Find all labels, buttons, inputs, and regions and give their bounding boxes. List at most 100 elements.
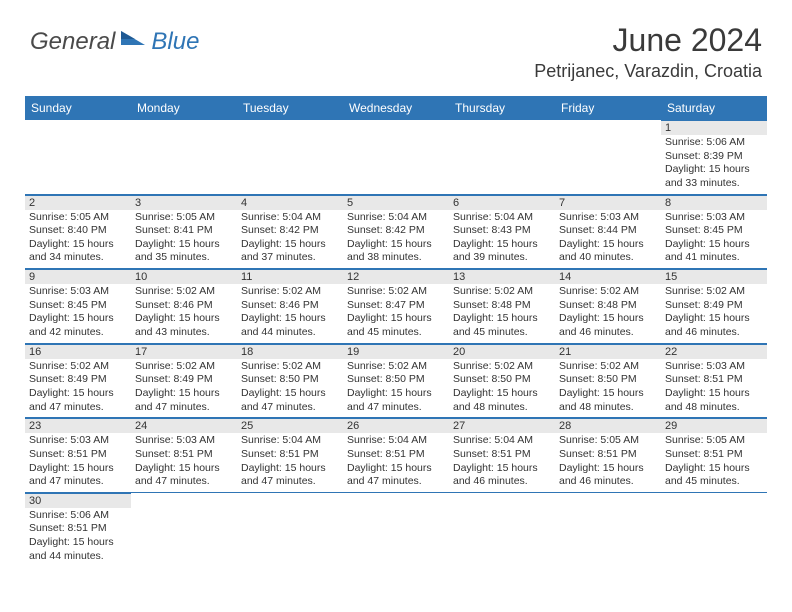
- calendar-cell: 18Sunrise: 5:02 AMSunset: 8:50 PMDayligh…: [237, 343, 343, 418]
- calendar-cell: [131, 120, 237, 194]
- day-number: 20: [449, 344, 555, 359]
- flag-icon: [121, 27, 149, 52]
- day-number: 26: [343, 418, 449, 433]
- day-header: Monday: [131, 96, 237, 120]
- day-info: Sunrise: 5:02 AMSunset: 8:49 PMDaylight:…: [25, 359, 131, 418]
- calendar-cell: [343, 492, 449, 566]
- calendar-week: 1Sunrise: 5:06 AMSunset: 8:39 PMDaylight…: [25, 120, 767, 194]
- day-info: Sunrise: 5:02 AMSunset: 8:48 PMDaylight:…: [449, 284, 555, 343]
- day-number: 28: [555, 418, 661, 433]
- calendar-cell: 23Sunrise: 5:03 AMSunset: 8:51 PMDayligh…: [25, 418, 131, 493]
- logo-text-blue: Blue: [151, 28, 199, 56]
- calendar-cell: 27Sunrise: 5:04 AMSunset: 8:51 PMDayligh…: [449, 418, 555, 493]
- day-number: 1: [661, 120, 767, 135]
- logo: General Blue: [30, 28, 199, 56]
- day-number: 22: [661, 344, 767, 359]
- calendar-cell: 17Sunrise: 5:02 AMSunset: 8:49 PMDayligh…: [131, 343, 237, 418]
- day-info: Sunrise: 5:04 AMSunset: 8:42 PMDaylight:…: [343, 210, 449, 269]
- calendar-cell: 4Sunrise: 5:04 AMSunset: 8:42 PMDaylight…: [237, 194, 343, 269]
- day-number: 10: [131, 269, 237, 284]
- calendar-cell: 14Sunrise: 5:02 AMSunset: 8:48 PMDayligh…: [555, 269, 661, 344]
- calendar-cell: 7Sunrise: 5:03 AMSunset: 8:44 PMDaylight…: [555, 194, 661, 269]
- calendar-cell: [343, 120, 449, 194]
- day-info: Sunrise: 5:02 AMSunset: 8:50 PMDaylight:…: [449, 359, 555, 418]
- calendar-cell: [661, 492, 767, 566]
- day-number: 13: [449, 269, 555, 284]
- calendar-cell: 26Sunrise: 5:04 AMSunset: 8:51 PMDayligh…: [343, 418, 449, 493]
- day-info: Sunrise: 5:03 AMSunset: 8:51 PMDaylight:…: [25, 433, 131, 492]
- day-info: Sunrise: 5:05 AMSunset: 8:51 PMDaylight:…: [555, 433, 661, 492]
- day-header: Tuesday: [237, 96, 343, 120]
- calendar-cell: 3Sunrise: 5:05 AMSunset: 8:41 PMDaylight…: [131, 194, 237, 269]
- day-header: Saturday: [661, 96, 767, 120]
- day-number: 27: [449, 418, 555, 433]
- day-header: Thursday: [449, 96, 555, 120]
- calendar-cell: 19Sunrise: 5:02 AMSunset: 8:50 PMDayligh…: [343, 343, 449, 418]
- calendar-week: 2Sunrise: 5:05 AMSunset: 8:40 PMDaylight…: [25, 194, 767, 269]
- logo-text-general: General: [30, 28, 115, 56]
- calendar-cell: 5Sunrise: 5:04 AMSunset: 8:42 PMDaylight…: [343, 194, 449, 269]
- day-info: Sunrise: 5:04 AMSunset: 8:42 PMDaylight:…: [237, 210, 343, 269]
- calendar-cell: 10Sunrise: 5:02 AMSunset: 8:46 PMDayligh…: [131, 269, 237, 344]
- calendar-cell: [449, 120, 555, 194]
- day-number: 2: [25, 195, 131, 210]
- day-info: Sunrise: 5:04 AMSunset: 8:43 PMDaylight:…: [449, 210, 555, 269]
- day-number: 15: [661, 269, 767, 284]
- day-info: Sunrise: 5:02 AMSunset: 8:50 PMDaylight:…: [237, 359, 343, 418]
- calendar-cell: 29Sunrise: 5:05 AMSunset: 8:51 PMDayligh…: [661, 418, 767, 493]
- day-number: 8: [661, 195, 767, 210]
- day-number: 12: [343, 269, 449, 284]
- day-number: 4: [237, 195, 343, 210]
- day-info: Sunrise: 5:05 AMSunset: 8:41 PMDaylight:…: [131, 210, 237, 269]
- calendar-cell: [555, 492, 661, 566]
- calendar-cell: 22Sunrise: 5:03 AMSunset: 8:51 PMDayligh…: [661, 343, 767, 418]
- calendar-cell: 24Sunrise: 5:03 AMSunset: 8:51 PMDayligh…: [131, 418, 237, 493]
- calendar-cell: 25Sunrise: 5:04 AMSunset: 8:51 PMDayligh…: [237, 418, 343, 493]
- calendar-cell: 21Sunrise: 5:02 AMSunset: 8:50 PMDayligh…: [555, 343, 661, 418]
- calendar-cell: 11Sunrise: 5:02 AMSunset: 8:46 PMDayligh…: [237, 269, 343, 344]
- calendar-cell: [237, 120, 343, 194]
- day-info: Sunrise: 5:04 AMSunset: 8:51 PMDaylight:…: [449, 433, 555, 492]
- calendar-cell: 15Sunrise: 5:02 AMSunset: 8:49 PMDayligh…: [661, 269, 767, 344]
- day-info: Sunrise: 5:02 AMSunset: 8:47 PMDaylight:…: [343, 284, 449, 343]
- day-info: Sunrise: 5:02 AMSunset: 8:46 PMDaylight:…: [237, 284, 343, 343]
- calendar-cell: [237, 492, 343, 566]
- calendar-week: 30Sunrise: 5:06 AMSunset: 8:51 PMDayligh…: [25, 492, 767, 566]
- day-number: 11: [237, 269, 343, 284]
- day-number: 29: [661, 418, 767, 433]
- calendar-cell: 16Sunrise: 5:02 AMSunset: 8:49 PMDayligh…: [25, 343, 131, 418]
- day-info: Sunrise: 5:02 AMSunset: 8:50 PMDaylight:…: [555, 359, 661, 418]
- day-number: 16: [25, 344, 131, 359]
- day-info: Sunrise: 5:02 AMSunset: 8:46 PMDaylight:…: [131, 284, 237, 343]
- calendar-table: SundayMondayTuesdayWednesdayThursdayFrid…: [25, 96, 767, 566]
- day-info: Sunrise: 5:04 AMSunset: 8:51 PMDaylight:…: [237, 433, 343, 492]
- day-number: 24: [131, 418, 237, 433]
- calendar-cell: 1Sunrise: 5:06 AMSunset: 8:39 PMDaylight…: [661, 120, 767, 194]
- day-header: Sunday: [25, 96, 131, 120]
- day-number: 21: [555, 344, 661, 359]
- day-info: Sunrise: 5:05 AMSunset: 8:40 PMDaylight:…: [25, 210, 131, 269]
- calendar-cell: [25, 120, 131, 194]
- day-number: 7: [555, 195, 661, 210]
- day-info: Sunrise: 5:05 AMSunset: 8:51 PMDaylight:…: [661, 433, 767, 492]
- day-info: Sunrise: 5:06 AMSunset: 8:51 PMDaylight:…: [25, 508, 131, 567]
- day-header: Friday: [555, 96, 661, 120]
- day-info: Sunrise: 5:02 AMSunset: 8:50 PMDaylight:…: [343, 359, 449, 418]
- day-info: Sunrise: 5:03 AMSunset: 8:44 PMDaylight:…: [555, 210, 661, 269]
- day-header-row: SundayMondayTuesdayWednesdayThursdayFrid…: [25, 96, 767, 120]
- day-number: 5: [343, 195, 449, 210]
- day-number: 30: [25, 493, 131, 508]
- page-title: June 2024: [534, 22, 762, 59]
- location: Petrijanec, Varazdin, Croatia: [534, 61, 762, 82]
- day-number: 6: [449, 195, 555, 210]
- calendar-week: 23Sunrise: 5:03 AMSunset: 8:51 PMDayligh…: [25, 418, 767, 493]
- day-info: Sunrise: 5:03 AMSunset: 8:45 PMDaylight:…: [661, 210, 767, 269]
- calendar-cell: [131, 492, 237, 566]
- calendar-cell: 30Sunrise: 5:06 AMSunset: 8:51 PMDayligh…: [25, 492, 131, 566]
- day-number: 25: [237, 418, 343, 433]
- calendar-week: 9Sunrise: 5:03 AMSunset: 8:45 PMDaylight…: [25, 269, 767, 344]
- day-number: 17: [131, 344, 237, 359]
- day-number: 18: [237, 344, 343, 359]
- calendar-week: 16Sunrise: 5:02 AMSunset: 8:49 PMDayligh…: [25, 343, 767, 418]
- calendar-cell: 8Sunrise: 5:03 AMSunset: 8:45 PMDaylight…: [661, 194, 767, 269]
